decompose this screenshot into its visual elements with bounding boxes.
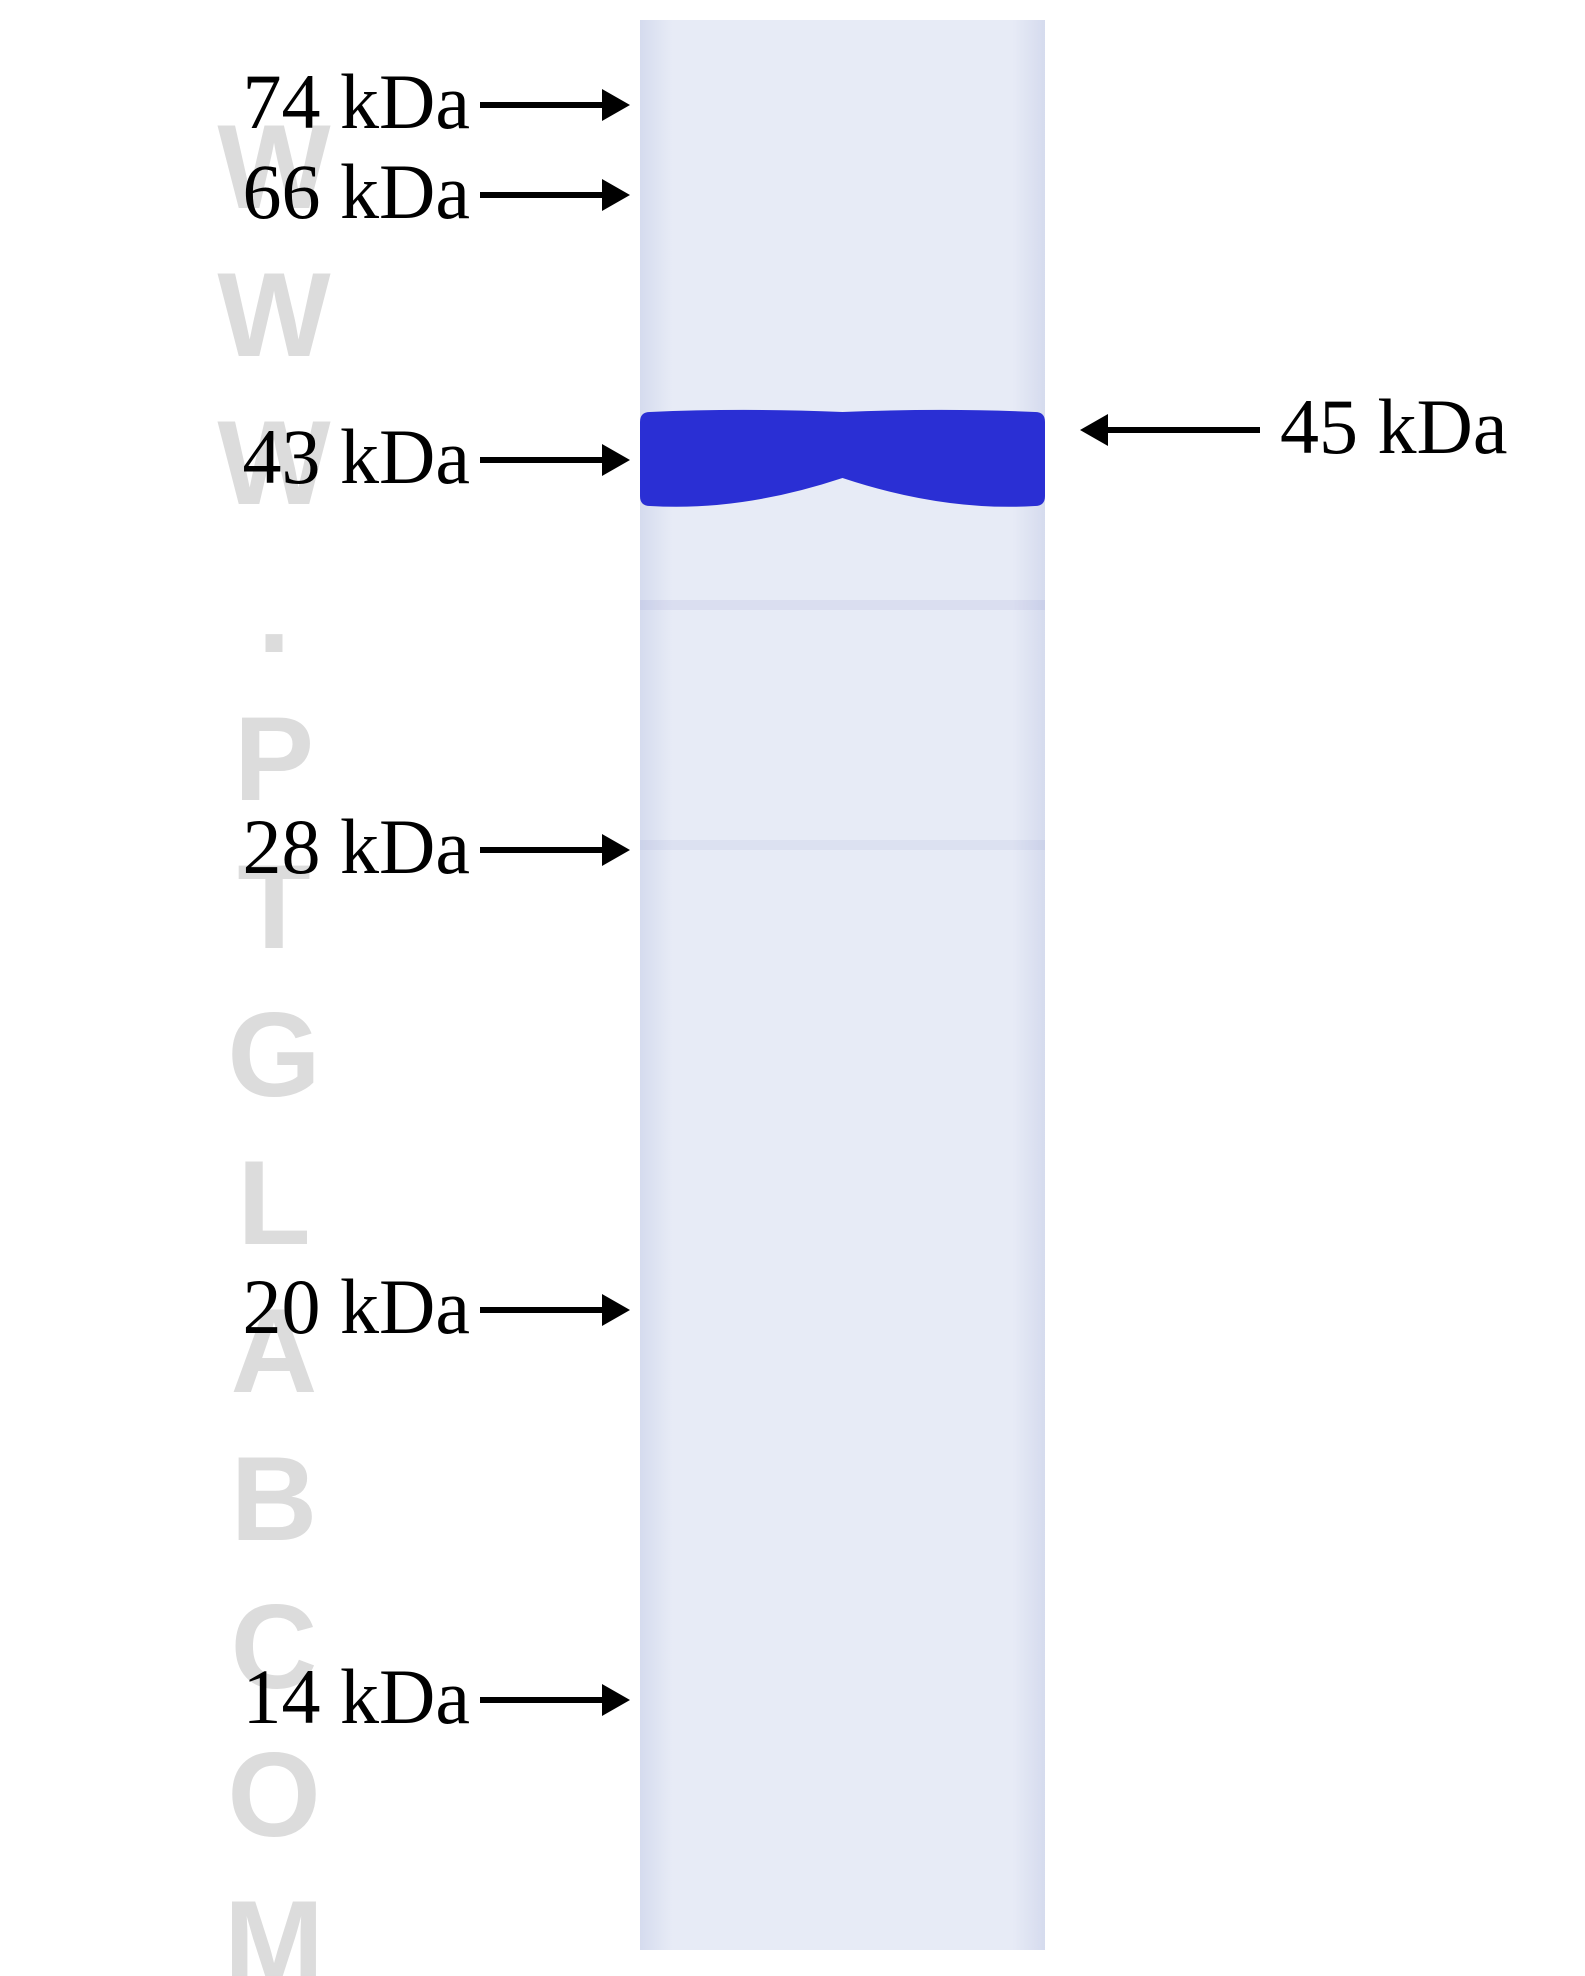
detected-arrow [1080, 414, 1260, 446]
ladder-arrow [480, 444, 630, 476]
watermark-text: WWW.PTGLABCOM [205, 100, 343, 1880]
ladder-arrow [480, 1684, 630, 1716]
ladder-label: 14 kDa [243, 1652, 470, 1742]
detected-label: 45 kDa [1280, 382, 1507, 472]
ladder-label: 74 kDa [243, 57, 470, 147]
gel-lane [640, 20, 1045, 1950]
faint-band [640, 600, 1045, 610]
faint-band [640, 840, 1045, 850]
ladder-arrow [480, 179, 630, 211]
ladder-arrow [480, 1294, 630, 1326]
ladder-label: 28 kDa [243, 802, 470, 892]
ladder-label: 66 kDa [243, 147, 470, 237]
target-band [640, 406, 1045, 534]
gel-figure: WWW.PTGLABCOM 74 kDa66 kDa 43 kDa 28 kDa 20… [0, 0, 1585, 1976]
ladder-label: 43 kDa [243, 412, 470, 502]
ladder-label: 20 kDa [243, 1262, 470, 1352]
ladder-arrow [480, 89, 630, 121]
ladder-arrow [480, 834, 630, 866]
